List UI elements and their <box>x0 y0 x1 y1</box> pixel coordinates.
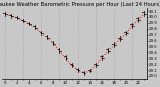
Title: Milwaukee Weather Barometric Pressure per Hour (Last 24 Hours): Milwaukee Weather Barometric Pressure pe… <box>0 2 160 7</box>
